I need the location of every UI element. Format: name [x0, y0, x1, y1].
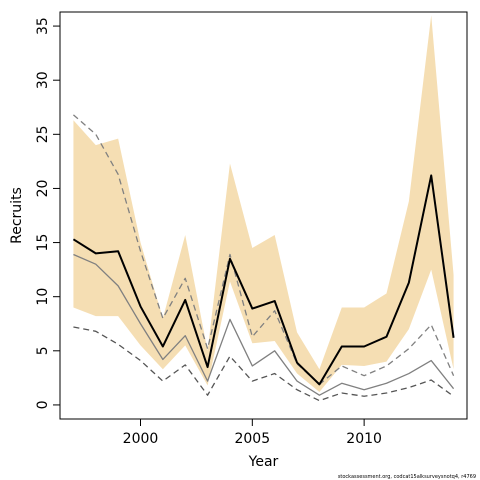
y-tick-label-25: 25 — [35, 125, 51, 143]
series-line-3 — [72, 114, 455, 386]
x-tick-label-2005: 2005 — [234, 431, 270, 447]
confidence-band-area — [73, 15, 454, 392]
y-tick-label-0: 0 — [35, 400, 51, 409]
series-line-2 — [73, 326, 454, 402]
y-axis-title: Recruits — [9, 187, 25, 244]
x-axis: 2000 2005 2010 — [123, 419, 382, 447]
x-axis-title: Year — [248, 454, 279, 470]
footnote: stockassessment.org, codcat15alksurveysn… — [338, 474, 476, 480]
y-axis: 0 5 10 15 20 25 30 35 — [35, 17, 60, 409]
x-tick-label-2010: 2010 — [346, 431, 382, 447]
y-tick-label-20: 20 — [35, 180, 51, 198]
series-line-0 — [72, 174, 455, 386]
y-tick-label-15: 15 — [35, 234, 51, 252]
y-tick-label-30: 30 — [35, 71, 51, 89]
confidence-band — [73, 15, 454, 392]
y-tick-label-5: 5 — [35, 346, 51, 355]
x-tick-label-2000: 2000 — [123, 431, 159, 447]
y-tick-label-35: 35 — [35, 17, 51, 35]
plot-frame — [59, 11, 468, 420]
series-line-1 — [73, 253, 455, 396]
y-tick-label-10: 10 — [35, 288, 51, 306]
series-layer — [72, 114, 455, 402]
